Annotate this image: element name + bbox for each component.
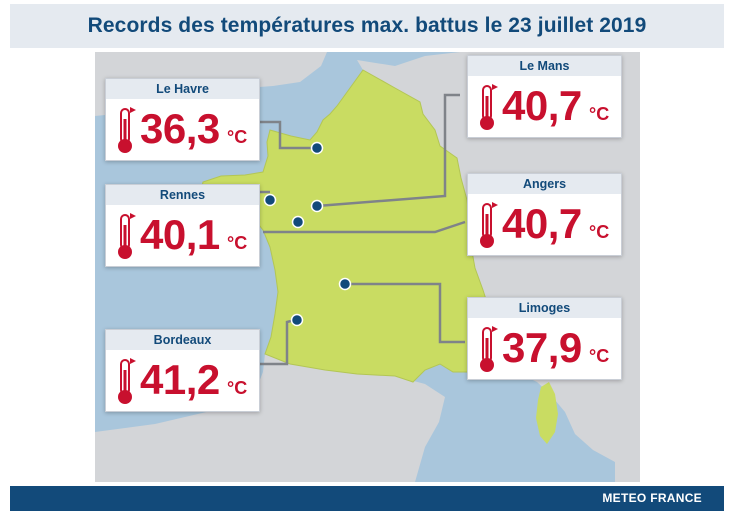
thermometer-icon bbox=[480, 202, 498, 248]
card-city-label: Rennes bbox=[106, 185, 259, 205]
corsica bbox=[536, 382, 558, 444]
temperature-value: 40,7 bbox=[502, 200, 582, 247]
connector-limoges bbox=[345, 282, 465, 344]
temperature-unit: °C bbox=[227, 378, 248, 398]
temperature-value: 40,7 bbox=[502, 82, 582, 129]
temperature-unit: °C bbox=[227, 127, 248, 147]
title-band: Records des températures max. battus le … bbox=[10, 4, 724, 48]
city-marker-le-mans bbox=[310, 199, 324, 213]
card-city-label: Bordeaux bbox=[106, 330, 259, 350]
temperature-unit: °C bbox=[589, 104, 610, 124]
city-marker-bordeaux bbox=[290, 313, 304, 327]
card-city-label: Le Mans bbox=[468, 56, 621, 76]
connector-angers bbox=[263, 220, 466, 234]
temperature-unit: °C bbox=[589, 346, 610, 366]
record-card-angers: Angers 40,7 °C bbox=[467, 173, 622, 256]
record-card-le-mans: Le Mans 40,7 °C bbox=[467, 55, 622, 138]
record-card-rennes: Rennes 40,1 °C bbox=[105, 184, 260, 267]
city-marker-angers bbox=[291, 215, 305, 229]
footer-credit: METEO FRANCE bbox=[602, 491, 702, 505]
card-city-label: Limoges bbox=[468, 298, 621, 318]
city-marker-le-havre bbox=[310, 141, 324, 155]
temperature-value: 36,3 bbox=[140, 105, 220, 152]
connector-le-havre bbox=[255, 120, 317, 150]
thermometer-icon bbox=[118, 107, 136, 153]
record-card-bordeaux: Bordeaux 41,2 °C bbox=[105, 329, 260, 412]
temperature-value: 37,9 bbox=[502, 324, 582, 371]
temperature-value: 41,2 bbox=[140, 356, 220, 403]
footer-band: METEO FRANCE bbox=[10, 486, 724, 511]
thermometer-icon bbox=[118, 213, 136, 259]
temperature-unit: °C bbox=[589, 222, 610, 242]
temperature-value: 40,1 bbox=[140, 211, 220, 258]
temperature-unit: °C bbox=[227, 233, 248, 253]
thermometer-icon bbox=[480, 326, 498, 372]
card-city-label: Angers bbox=[468, 174, 621, 194]
spain bbox=[95, 354, 445, 482]
connector-le-mans bbox=[316, 93, 460, 208]
card-city-label: Le Havre bbox=[106, 79, 259, 99]
record-card-limoges: Limoges 37,9 °C bbox=[467, 297, 622, 380]
thermometer-icon bbox=[118, 358, 136, 404]
city-marker-limoges bbox=[338, 277, 352, 291]
record-card-le-havre: Le Havre 36,3 °C bbox=[105, 78, 260, 161]
page-title: Records des températures max. battus le … bbox=[87, 14, 647, 37]
thermometer-icon bbox=[480, 84, 498, 130]
city-marker-rennes bbox=[263, 193, 277, 207]
